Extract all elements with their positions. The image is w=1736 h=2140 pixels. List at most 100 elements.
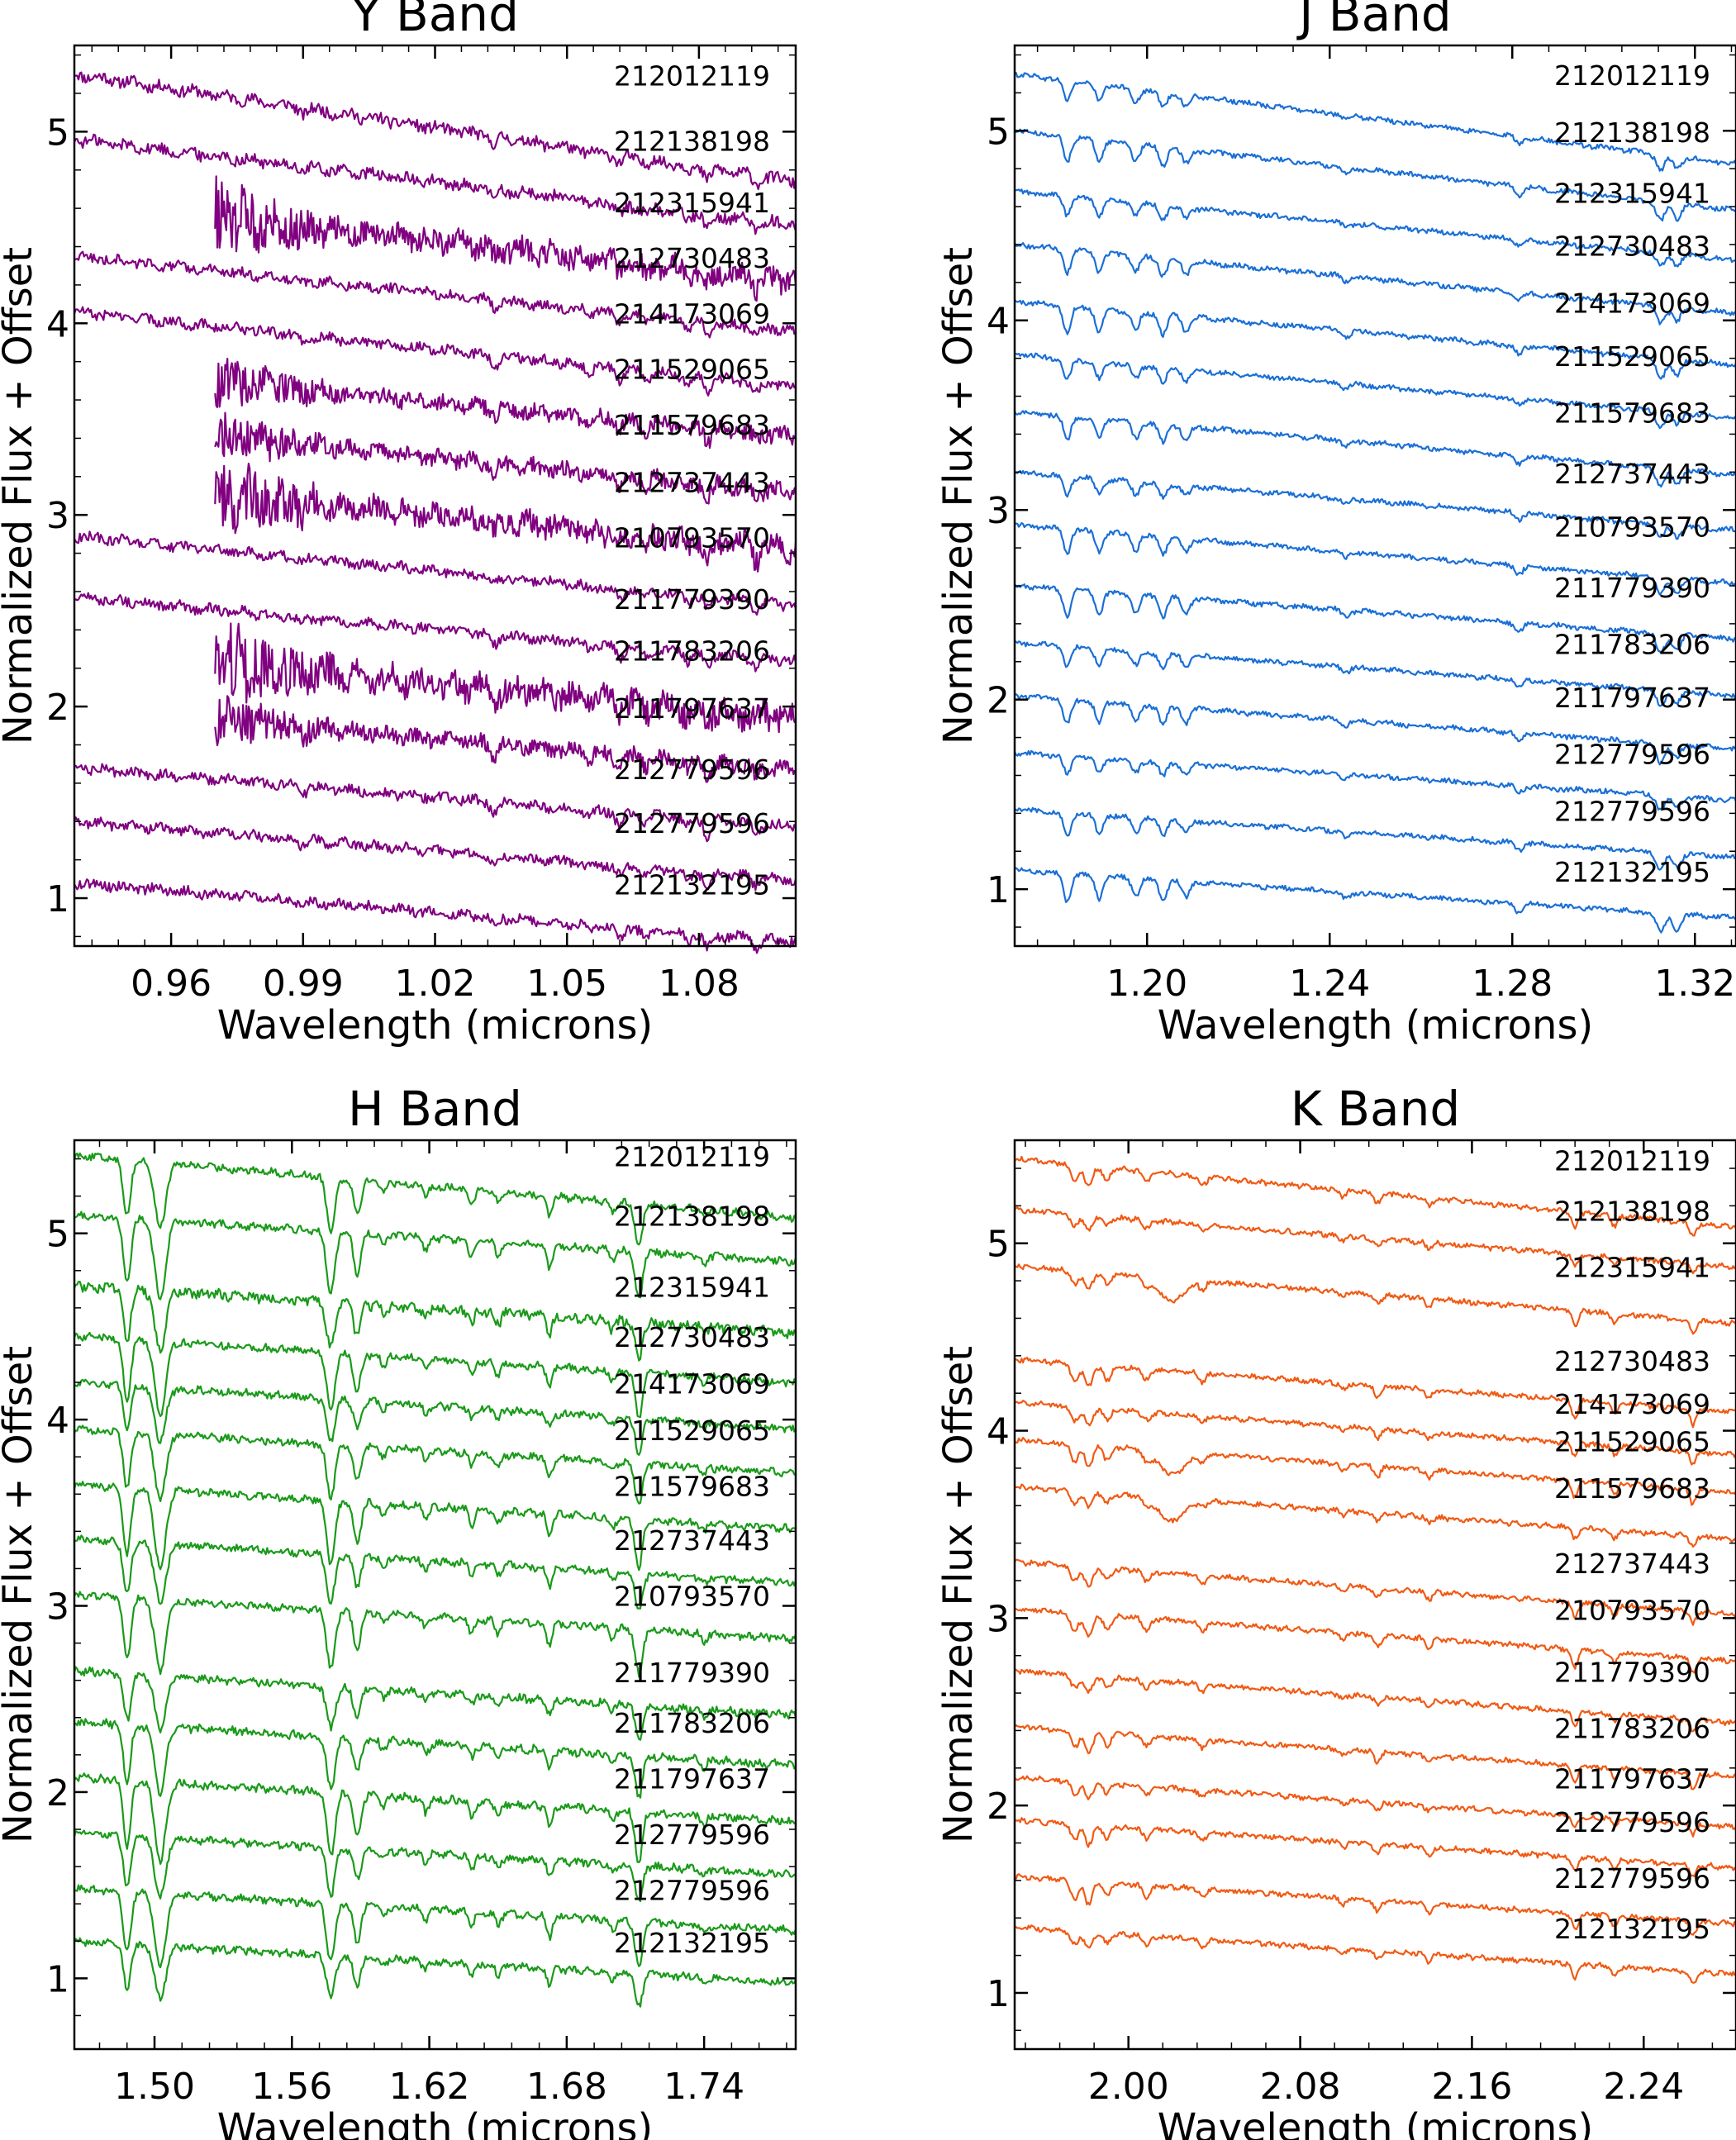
x-tick-label: 1.28 [1472,963,1553,1005]
spectrum-line [73,1481,797,1572]
star-label: 210793570 [614,522,770,554]
x-tick-label: 1.56 [251,2066,332,2108]
star-label: 211779390 [614,1657,770,1689]
star-label: 212315941 [1554,1252,1710,1284]
y-tick-label: 3 [987,1598,1010,1640]
y-tick-label: 4 [987,1411,1010,1453]
star-label: 212138198 [1554,1196,1710,1228]
spectrum-line [74,1591,797,1678]
star-label: 211797637 [1554,1763,1710,1795]
y-tick-label: 4 [46,303,69,345]
spectrum-line [1014,1668,1736,1733]
star-label: 211529065 [1554,340,1710,373]
spectrum-line [1014,1558,1736,1626]
spectrum-line [1014,1607,1736,1674]
y-tick-label: 1 [987,869,1010,911]
spectrum-line [1014,583,1736,654]
y-tick-label: 1 [987,1973,1010,2015]
spectrum-line [1014,867,1736,934]
spectrum-line [74,1210,797,1301]
spectrum-line [1014,1873,1736,1936]
x-tick-label: 2.16 [1431,2066,1512,2108]
x-tick-label: 1.02 [395,963,476,1005]
star-label: 211779390 [1554,1656,1710,1688]
panel-title: Y Band [350,0,519,42]
star-label: 211783206 [614,1707,770,1739]
x-tick-label: 1.50 [114,2066,195,2108]
plot-frame [1013,1139,1736,2051]
spectrum-line [1014,693,1736,766]
spectrum-line [74,592,797,673]
star-label: 211529065 [1554,1425,1710,1458]
star-label: 212779596 [614,1819,770,1851]
y-tick-label: 5 [987,111,1010,153]
x-axis-label: Wavelength (microns) [1158,1002,1593,1049]
panel-h-band: H Band 212012119 212138198 212315941 2127304… [0,1081,797,2140]
star-label: 211797637 [614,1762,770,1795]
star-label: 212779596 [1554,739,1710,771]
y-tick-label: 2 [46,687,69,729]
x-tick-label: 0.96 [131,963,212,1005]
spectrum-line [214,622,797,734]
spectrum-line [73,1666,797,1741]
star-label: 214173069 [1554,1388,1710,1420]
spectrum-line [74,878,797,954]
y-tick-label: 1 [46,1958,69,2000]
star-label: 212779596 [1554,1862,1710,1895]
spectrum-line [73,1937,797,2008]
star-label: 212730483 [1554,1345,1710,1377]
spectrum-line [73,1331,797,1419]
y-tick-label: 4 [46,1400,69,1442]
panel-title: J Band [1296,0,1451,42]
y-axis-label: Normalized Flux + Offset [935,247,982,744]
spectrum-line [1014,71,1736,172]
spectrum-line [1014,128,1736,222]
x-tick-label: 0.99 [263,963,344,1005]
spectrum-line [1014,1155,1736,1237]
panel-j-band: J Band 212012119 212138198 212315941 2127304… [935,0,1736,1049]
star-label: 211579683 [1554,397,1710,430]
x-tick-label: 2.08 [1260,2066,1341,2108]
spectrum-line [74,1424,797,1505]
spectrum-line [1014,188,1736,268]
spectrum-line [214,358,797,449]
star-label: 210793570 [1554,1595,1710,1627]
star-label: 212737443 [614,466,770,498]
star-label: 211783206 [1554,1713,1710,1745]
star-label: 212779596 [1554,1806,1710,1838]
star-label: 212132195 [1554,856,1710,888]
star-label: 211797637 [614,692,770,725]
star-label: 210793570 [1554,511,1710,543]
x-tick-label: 1.20 [1106,963,1187,1005]
star-label: 212779596 [1554,796,1710,828]
star-label: 211783206 [1554,629,1710,661]
star-label: 212132195 [614,868,770,901]
star-label: 212737443 [1554,1548,1710,1580]
star-label: 212012119 [614,60,770,93]
y-tick-label: 2 [987,1786,1010,1828]
star-label: 212138198 [1554,117,1710,149]
star-label: 211779390 [614,583,770,616]
star-label: 211579683 [614,409,770,441]
spectrum-line [73,816,797,892]
panel-title: H Band [348,1081,522,1137]
spectrum-line [1014,299,1736,380]
star-label: 214173069 [1554,288,1710,320]
spectrum-line [1014,1206,1736,1275]
x-tick-label: 1.08 [659,963,740,1005]
star-label: 211797637 [1554,682,1710,714]
star-label: 212138198 [614,126,770,158]
spectrum-line [74,530,797,616]
spectrum-line [1014,521,1736,596]
star-label: 212012119 [1554,1144,1710,1177]
spectrum-line [73,1281,797,1362]
star-label: 212012119 [614,1141,770,1173]
y-tick-label: 3 [987,490,1010,532]
spectrum-line [1014,469,1736,540]
star-label: 212138198 [614,1201,770,1233]
star-label: 212132195 [1554,1913,1710,1945]
spectrum-line [74,1772,797,1865]
spectrum-line [1014,1356,1736,1429]
star-label: 212315941 [614,187,770,219]
